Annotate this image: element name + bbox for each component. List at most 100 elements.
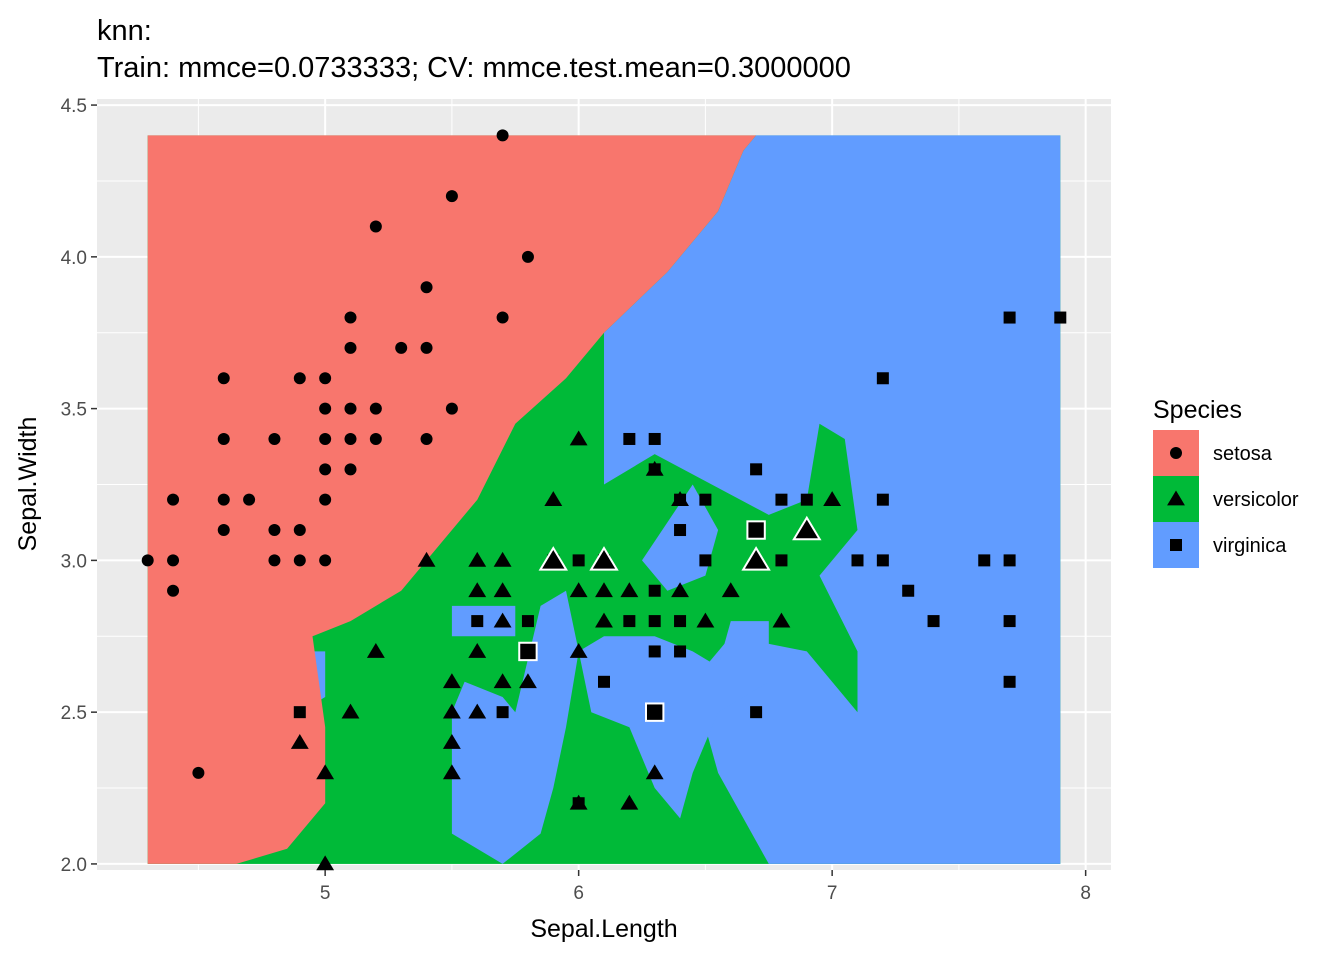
point-versicolor: [569, 582, 588, 598]
point-virginica: [572, 797, 585, 810]
point-virginica: [572, 554, 585, 567]
point-virginica: [876, 554, 889, 567]
point-versicolor: [721, 582, 740, 598]
point-versicolor: [823, 491, 842, 507]
point-setosa: [369, 220, 382, 233]
point-setosa: [369, 402, 382, 415]
point-setosa: [268, 524, 281, 537]
point-setosa: [293, 372, 306, 385]
point-setosa: [319, 493, 332, 506]
legend-symbol-virginica: [1170, 539, 1182, 551]
point-virginica: [674, 493, 687, 506]
point-virginica: [876, 372, 889, 385]
point-setosa: [445, 402, 458, 415]
point-setosa: [319, 463, 332, 476]
point-versicolor: [468, 582, 487, 598]
misclassified-point: [589, 546, 619, 571]
point-virginica: [648, 584, 661, 597]
point-virginica: [699, 554, 712, 567]
point-virginica: [927, 615, 940, 628]
point-setosa: [293, 554, 306, 567]
point-virginica: [293, 706, 306, 719]
point-virginica: [1054, 311, 1067, 324]
point-versicolor: [290, 734, 309, 749]
point-setosa: [167, 584, 180, 597]
y-axis-title: Sepal.Width: [14, 417, 42, 552]
chart-title: knn:: [97, 15, 152, 47]
point-virginica: [648, 615, 661, 628]
point-setosa: [369, 432, 382, 445]
legend-symbol-setosa: [1170, 447, 1182, 459]
legend-label-virginica: virginica: [1213, 535, 1287, 557]
y-tick-label: 4.5: [61, 96, 87, 117]
point-setosa: [445, 190, 458, 203]
legend-label-versicolor: versicolor: [1213, 489, 1299, 511]
point-virginica: [521, 615, 534, 628]
point-virginica: [674, 645, 687, 658]
point-setosa: [420, 281, 433, 294]
point-versicolor: [316, 764, 335, 780]
point-setosa: [268, 554, 281, 567]
point-setosa: [420, 341, 433, 354]
point-setosa: [344, 341, 357, 354]
point-versicolor: [493, 612, 512, 628]
x-axis-title: Sepal.Length: [530, 915, 677, 943]
region-setosa: [147, 135, 757, 864]
point-versicolor: [341, 703, 360, 719]
point-versicolor: [468, 642, 487, 658]
point-setosa: [344, 463, 357, 476]
point-virginica: [674, 615, 687, 628]
point-setosa: [319, 372, 332, 385]
point-versicolor: [417, 551, 436, 567]
region-virginica-patch: [451, 605, 516, 637]
point-setosa: [167, 554, 180, 567]
point-versicolor: [493, 582, 512, 598]
point-virginica: [800, 493, 813, 506]
region-virginica-patch: [578, 621, 769, 819]
point-versicolor: [519, 673, 537, 689]
point-versicolor: [493, 673, 512, 689]
axes: 5 6 7 8 2.0 2.5 3.0 3.5 4.0 4.5: [61, 96, 1091, 904]
point-versicolor: [696, 612, 715, 628]
point-virginica: [1003, 311, 1016, 324]
point-setosa: [521, 250, 534, 263]
point-versicolor: [366, 642, 385, 658]
point-virginica: [750, 463, 763, 476]
point-setosa: [496, 311, 509, 324]
point-versicolor: [493, 551, 512, 567]
decision-regions: [147, 135, 1061, 864]
point-versicolor: [620, 582, 639, 598]
point-virginica: [750, 706, 763, 719]
point-setosa: [319, 432, 332, 445]
point-versicolor: [671, 582, 689, 598]
point-setosa: [217, 432, 230, 445]
data-points: [141, 129, 1067, 871]
point-setosa: [319, 402, 332, 415]
legend: Species setosa versicolor virginica: [1153, 396, 1299, 568]
point-virginica: [851, 554, 864, 567]
point-setosa: [319, 554, 332, 567]
point-versicolor: [468, 703, 487, 719]
point-versicolor: [569, 642, 588, 658]
misclassified-point: [746, 520, 766, 540]
y-tick-label: 2.5: [61, 703, 87, 724]
point-virginica: [648, 463, 661, 476]
point-versicolor: [595, 612, 613, 628]
point-setosa: [167, 493, 180, 506]
point-setosa: [217, 524, 230, 537]
point-setosa: [192, 766, 205, 779]
point-versicolor: [595, 582, 613, 598]
point-setosa: [217, 372, 230, 385]
point-virginica: [978, 554, 991, 567]
point-versicolor: [442, 703, 461, 719]
legend-label-setosa: setosa: [1213, 443, 1273, 465]
legend-symbol-versicolor: [1167, 490, 1185, 506]
point-versicolor: [468, 551, 487, 567]
point-setosa: [243, 493, 256, 506]
point-versicolor: [442, 673, 461, 689]
point-virginica: [496, 706, 509, 719]
point-setosa: [496, 129, 509, 142]
point-setosa: [268, 432, 281, 445]
point-versicolor: [620, 794, 639, 810]
